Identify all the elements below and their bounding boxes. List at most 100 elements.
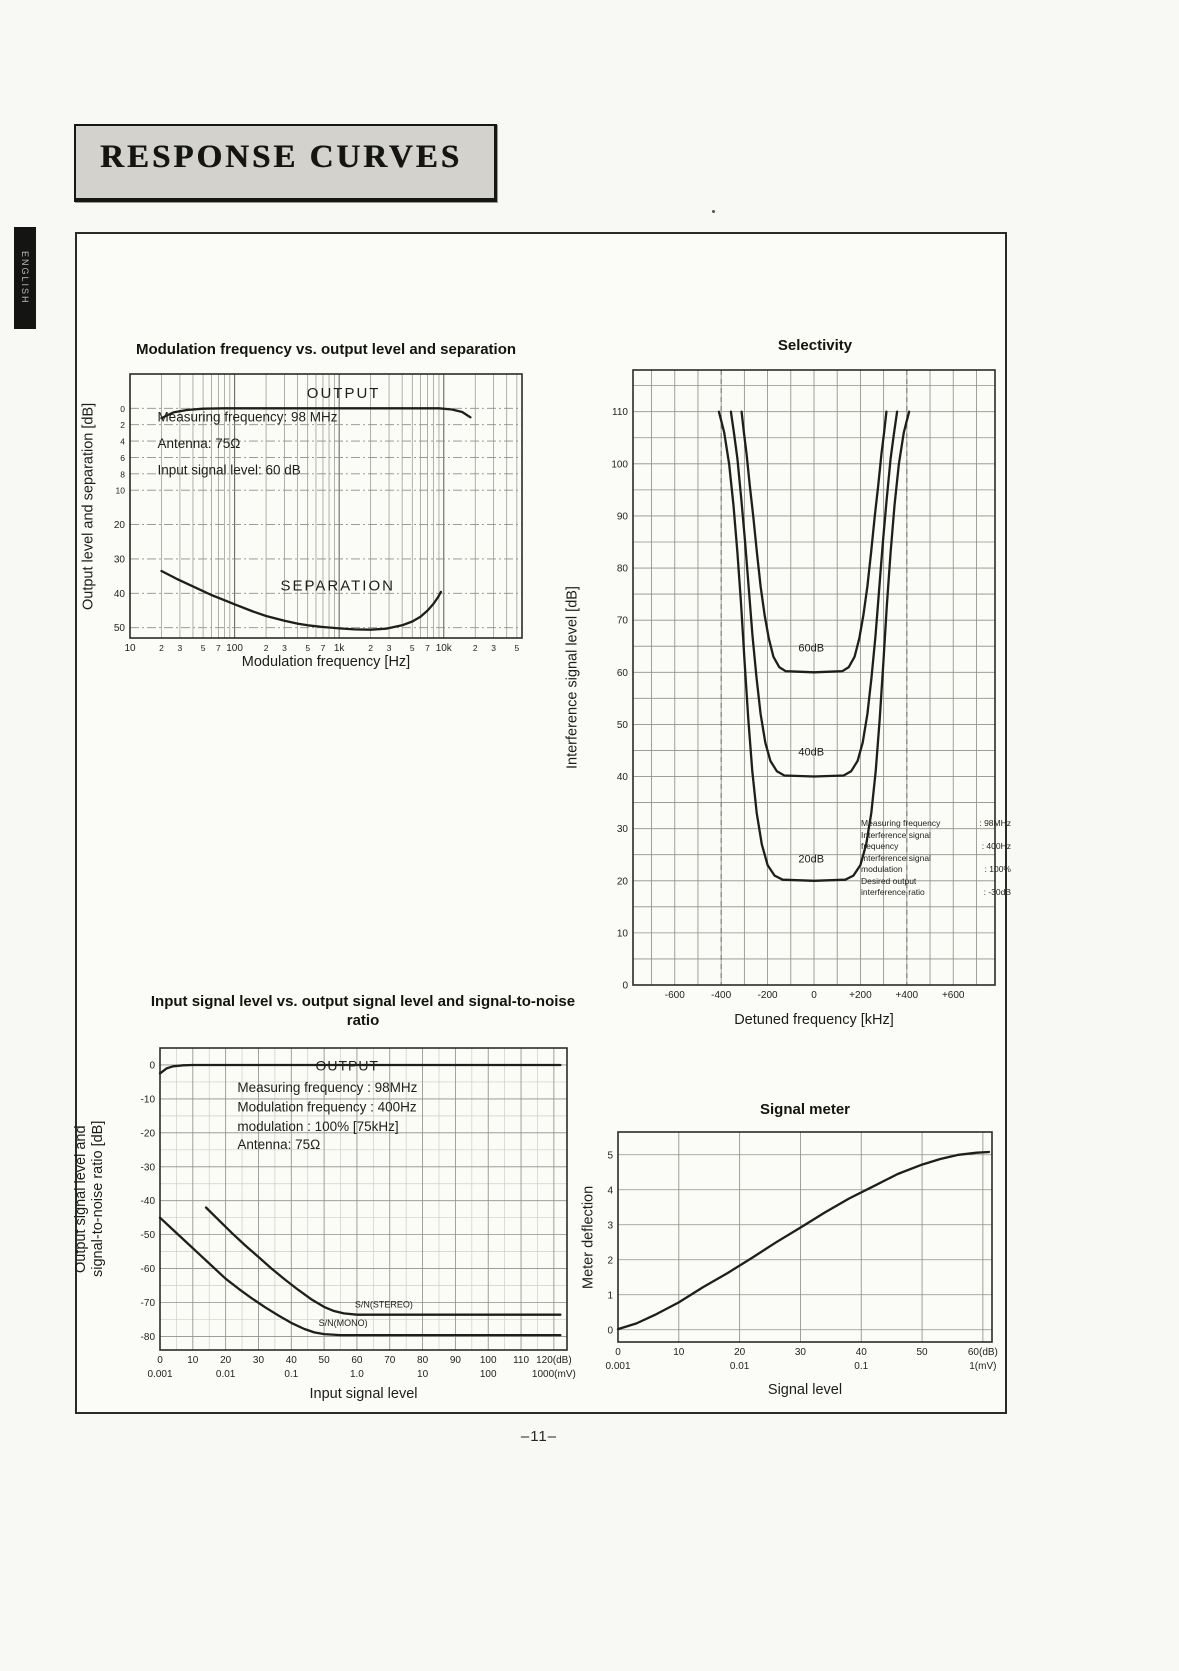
svg-text:0: 0 [120,404,125,414]
svg-text:-600: -600 [665,990,685,1001]
svg-text:0: 0 [149,1060,155,1071]
svg-text:+600: +600 [942,990,965,1001]
svg-text:80: 80 [417,1355,429,1366]
chart-title: Selectivity [777,337,853,354]
svg-text:70: 70 [617,616,629,627]
svg-text:-200: -200 [758,990,778,1001]
svg-text:-10: -10 [141,1094,156,1105]
svg-text:OUTPUT: OUTPUT [307,385,381,402]
svg-text:30: 30 [253,1355,265,1366]
svg-text:-400: -400 [711,990,731,1001]
svg-text:30: 30 [114,554,126,565]
svg-text:-80: -80 [141,1332,156,1343]
svg-text:7: 7 [425,643,430,653]
condition-row: Desired output [861,875,917,886]
chart-title: Signal meter [759,1101,851,1118]
svg-text:40: 40 [856,1347,868,1358]
svg-text:5: 5 [305,643,310,653]
svg-text:5: 5 [410,643,415,653]
svg-text:0: 0 [615,1347,621,1358]
svg-text:modulation : 100% [75kHz]: modulation : 100% [75kHz] [237,1119,398,1134]
svg-text:2: 2 [159,643,164,653]
svg-text:0: 0 [811,990,817,1001]
charts-panel: Modulation frequency vs. output level an… [73,232,1011,1414]
svg-text:0.01: 0.01 [730,1361,750,1372]
svg-text:-20: -20 [141,1128,156,1139]
svg-text:-70: -70 [141,1298,156,1309]
svg-text:3: 3 [178,643,183,653]
svg-text:90: 90 [617,511,629,522]
svg-text:10: 10 [617,928,629,939]
chart-input-output-sn: Input signal level vs. output signal lev… [73,992,643,1432]
svg-text:Measuring frequency : 98MHz: Measuring frequency : 98MHz [237,1080,417,1095]
svg-text:10: 10 [124,643,136,654]
page-title: RESPONSE CURVES [100,139,462,175]
svg-text:-50: -50 [141,1230,156,1241]
condition-row: Interference signal [861,829,931,840]
language-tab-label: ENGLISH [20,251,30,305]
svg-text:8: 8 [120,469,125,479]
svg-text:10k: 10k [436,643,453,654]
svg-text:60(dB): 60(dB) [968,1347,998,1358]
svg-text:30: 30 [795,1347,807,1358]
page-number: –11– [520,1428,558,1445]
svg-text:SEPARATION: SEPARATION [281,577,395,594]
scan-speck [712,210,715,213]
chart-title: Input signal level vs. output signal lev… [150,993,576,1029]
svg-text:1(mV): 1(mV) [969,1361,996,1372]
svg-text:0: 0 [157,1355,163,1366]
svg-text:40: 40 [286,1355,298,1366]
x-axis-label: Signal level [767,1382,843,1398]
svg-text:110: 110 [513,1355,529,1366]
svg-text:3: 3 [387,643,392,653]
svg-text:10: 10 [417,1369,429,1380]
language-tab: ENGLISH [14,227,36,329]
svg-text:30: 30 [617,824,629,835]
svg-text:-60: -60 [141,1264,156,1275]
condition-row: modulation: 100% [861,864,1011,874]
svg-text:OUTPUT: OUTPUT [315,1058,379,1074]
svg-text:90: 90 [450,1355,462,1366]
svg-text:50: 50 [617,720,629,731]
svg-text:6: 6 [120,453,125,463]
svg-text:20: 20 [220,1355,232,1366]
y-axis-label: Interference signal level [dB] [564,586,581,769]
svg-text:1k: 1k [334,643,346,654]
svg-text:-30: -30 [141,1162,156,1173]
svg-text:80: 80 [617,564,629,575]
svg-text:S/N(MONO): S/N(MONO) [319,1318,368,1328]
svg-text:0.01: 0.01 [216,1369,236,1380]
svg-text:2: 2 [473,643,478,653]
svg-text:1.0: 1.0 [350,1369,364,1380]
svg-text:5: 5 [514,643,519,653]
y-axis-label: Output signal level and signal-to-noise … [73,1120,106,1278]
svg-text:2: 2 [264,643,269,653]
svg-text:Antenna: 75Ω: Antenna: 75Ω [237,1137,320,1152]
svg-text:20: 20 [114,520,126,531]
svg-text:20: 20 [734,1347,746,1358]
svg-text:3: 3 [607,1220,613,1231]
svg-text:40: 40 [617,772,629,783]
input-output-sn-plot: 0 -10 -20 -30 -40 -50 -60 -70 -80 0 10 20 30 40 50 60 70… [141,1047,576,1380]
svg-text:Measuring frequency: 98 MHz: Measuring frequency: 98 MHz [157,410,337,425]
svg-text:100: 100 [226,643,243,654]
svg-text:2: 2 [607,1255,613,1266]
chart-modulation-response: Modulation frequency vs. output level an… [81,340,605,692]
selectivity-conditions: Measuring frequency: 98MHz Interference s… [861,818,1011,899]
y-axis-label: Meter deflection [580,1185,597,1289]
svg-text:50: 50 [917,1347,929,1358]
svg-text:4: 4 [120,437,125,447]
svg-text:70: 70 [384,1355,396,1366]
svg-text:0.001: 0.001 [147,1369,172,1380]
svg-text:1000(mV): 1000(mV) [532,1369,576,1380]
condition-row: Measuring frequency: 98MHz [861,818,1011,828]
svg-text:40: 40 [114,589,126,600]
svg-text:2: 2 [120,420,125,430]
svg-text:40dB: 40dB [798,747,824,759]
svg-text:7: 7 [321,643,326,653]
svg-text:60: 60 [351,1355,363,1366]
svg-text:3: 3 [282,643,287,653]
svg-text:0: 0 [607,1325,613,1336]
svg-text:10: 10 [116,486,126,496]
